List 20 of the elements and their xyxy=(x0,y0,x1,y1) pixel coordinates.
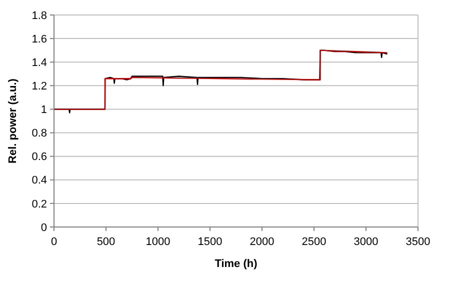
x-tick-label: 2000 xyxy=(250,236,274,248)
y-tick-label: 0 xyxy=(40,222,47,234)
y-tick-label: 1.4 xyxy=(32,56,47,69)
y-tick-label: 1.2 xyxy=(32,80,47,93)
y-tick-label: 0.8 xyxy=(32,128,47,140)
x-tick-label: 1000 xyxy=(146,236,170,248)
x-tick-label: 3500 xyxy=(406,236,430,248)
x-tick-label: 1500 xyxy=(198,236,222,248)
y-tick-label: 0.2 xyxy=(32,198,47,210)
x-tick-label: 2500 xyxy=(302,236,326,248)
x-tick-label: 0 xyxy=(50,236,58,248)
y-axis-title: Rel. power (a.u.) xyxy=(7,78,19,164)
y-tick-label: 1 xyxy=(40,104,47,116)
y-tick-label: 1.6 xyxy=(32,33,47,46)
x-tick-label: 500 xyxy=(96,236,116,248)
x-axis-title: Time (h) xyxy=(214,258,258,270)
x-tick-label: 3000 xyxy=(354,236,378,248)
y-tick-label: 1.8 xyxy=(32,10,47,22)
y-tick-label: 0.6 xyxy=(32,151,47,164)
y-tick-label: 0.4 xyxy=(32,174,47,187)
